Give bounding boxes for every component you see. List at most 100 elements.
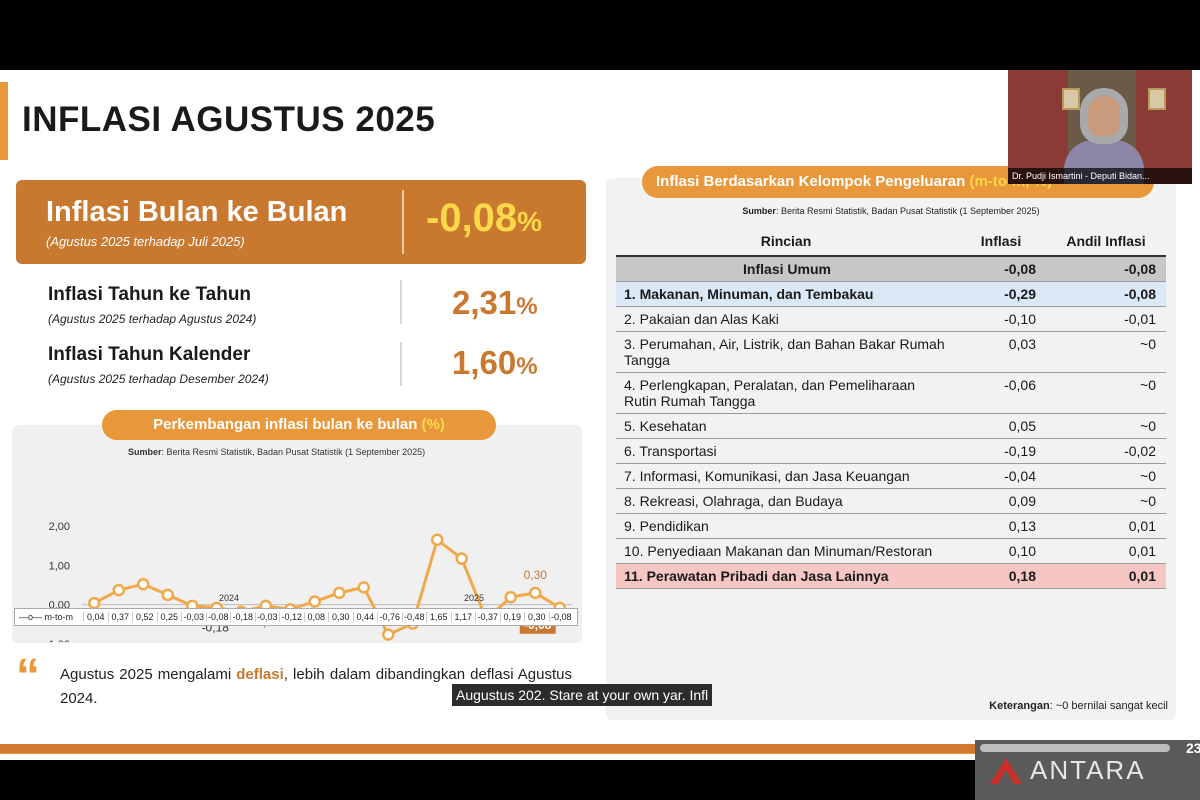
data-label: -0,03 — [181, 612, 206, 622]
ytd-subtitle: (Agustus 2025 terhadap Desember 2024) — [48, 372, 269, 386]
row-name: 2. Pakaian dan Alas Kaki — [616, 306, 956, 332]
ytd-divider — [400, 342, 402, 386]
data-label: -0,12 — [279, 612, 304, 622]
chart-source: Sumber: Berita Resmi Statistik, Badan Pu… — [128, 447, 426, 457]
data-label: 1,17 — [450, 612, 476, 622]
header-andil: Andil Inflasi — [1046, 226, 1166, 257]
speaker-caption: Dr. Pudji Ismartini - Deputi Bidan... — [1008, 168, 1192, 184]
row-andil: 0,01 — [1046, 513, 1166, 539]
data-point — [431, 533, 444, 547]
progress-bar — [980, 744, 1170, 752]
row-andil: 0,01 — [1046, 538, 1166, 564]
data-label: 0,37 — [107, 612, 133, 622]
data-point — [308, 595, 321, 608]
mtm-label: Inflasi Bulan ke Bulan — [46, 196, 348, 228]
table-row: 5. Kesehatan 0,05 ~0 — [616, 413, 1166, 439]
quote-text: Agustus 2025 mengalami deflasi, lebih da… — [60, 666, 572, 707]
row-andil: ~0 — [1046, 463, 1166, 489]
antara-logo-icon — [990, 758, 1022, 784]
data-label: -0,03 — [254, 612, 280, 622]
data-label: -0,08 — [205, 612, 231, 622]
row-inflasi: -0,04 — [956, 463, 1046, 489]
chart-title: Perkembangan inflasi bulan ke bulan (%) — [102, 410, 496, 440]
data-label: 0,04 — [83, 612, 108, 622]
slide-title: INFLASI AGUSTUS 2025 — [22, 100, 436, 139]
mtm-value: -0,08% — [426, 196, 543, 240]
data-label: 0,44 — [352, 612, 378, 622]
table-row: 4. Perlengkapan, Peralatan, dan Pemeliha… — [616, 372, 1166, 414]
row-inflasi: 0,09 — [956, 488, 1046, 514]
row-andil: ~0 — [1046, 331, 1166, 373]
row-andil: -0,08 — [1046, 256, 1166, 282]
row-inflasi: -0,06 — [956, 372, 1046, 414]
yoy-label: Inflasi Tahun ke Tahun — [48, 284, 252, 305]
row-name: 7. Informasi, Komunikasi, dan Jasa Keuan… — [616, 463, 956, 489]
portrait-frame-icon — [1062, 88, 1080, 110]
ytd-value: 1,60% — [452, 344, 538, 381]
row-inflasi: -0,19 — [956, 438, 1046, 464]
row-name: 1. Makanan, Minuman, dan Tembakau — [616, 281, 956, 307]
row-inflasi: 0,03 — [956, 331, 1046, 373]
mtm-subtitle: (Agustus 2025 terhadap Juli 2025) — [46, 234, 245, 249]
expenditure-group-table: Rincian Inflasi Andil Inflasi Inflasi Um… — [616, 226, 1166, 589]
row-name: 6. Transportasi — [616, 438, 956, 464]
data-point — [333, 586, 346, 600]
y-tick-label: -1,00 — [45, 639, 70, 642]
row-name: Inflasi Umum — [616, 256, 956, 282]
row-andil: ~0 — [1046, 413, 1166, 439]
table-row: 8. Rekreasi, Olahraga, dan Budaya 0,09 ~0 — [616, 488, 1166, 514]
callout-label: 0,30 — [524, 568, 548, 582]
table-row-general: Inflasi Umum -0,08 -0,08 — [616, 256, 1166, 282]
y-tick-label: 1,00 — [49, 560, 70, 572]
data-point — [455, 552, 468, 565]
legend-entry: —o— m-to-m — [19, 612, 73, 622]
row-inflasi: -0,08 — [956, 256, 1046, 282]
broadcast-counter: 23 — [1186, 740, 1200, 756]
data-label: -0,18 — [230, 612, 255, 622]
data-label: 0,30 — [524, 612, 549, 622]
row-andil: 0,01 — [1046, 563, 1166, 589]
data-label: 0,08 — [303, 612, 329, 622]
chart-data-row: —o— m-to-m 0,04 0,37 0,52 0,25 -0,03 -0,08 -0,1… — [14, 608, 578, 626]
yoy-subtitle: (Agustus 2025 terhadap Agustus 2024) — [48, 312, 257, 326]
data-point — [357, 581, 370, 594]
table-row: 11. Perawatan Pribadi dan Jasa Lainnya 0,… — [616, 563, 1166, 589]
table-row: 7. Informasi, Komunikasi, dan Jasa Keuan… — [616, 463, 1166, 489]
row-name: 11. Perawatan Pribadi dan Jasa Lainnya — [616, 563, 956, 589]
table-note: Keterangan: ~0 bernilai sangat kecil — [989, 700, 1168, 712]
yoy-value: 2,31% — [452, 284, 538, 321]
row-name: 5. Kesehatan — [616, 413, 956, 439]
portrait-frame-icon — [1148, 88, 1166, 110]
flag-backdrop-left — [1008, 70, 1068, 184]
table-header-row: Rincian Inflasi Andil Inflasi — [616, 226, 1166, 257]
row-andil: ~0 — [1046, 488, 1166, 514]
row-name: 9. Pendidikan — [616, 513, 956, 539]
row-name: 4. Perlengkapan, Peralatan, dan Pemeliha… — [616, 372, 956, 414]
table-row: 3. Perumahan, Air, Listrik, dan Bahan Ba… — [616, 331, 1166, 373]
row-inflasi: -0,10 — [956, 306, 1046, 332]
data-label: -0,48 — [401, 612, 427, 622]
month-to-month-banner: Inflasi Bulan ke Bulan (Agustus 2025 ter… — [16, 180, 586, 264]
data-point — [529, 586, 542, 600]
row-inflasi: 0,18 — [956, 563, 1046, 589]
row-name: 8. Rekreasi, Olahraga, dan Budaya — [616, 488, 956, 514]
table-source: Sumber: Berita Resmi Statistik, Badan Pu… — [742, 206, 1040, 216]
ytd-label: Inflasi Tahun Kalender — [48, 344, 251, 365]
row-inflasi: -0,29 — [956, 281, 1046, 307]
data-label: 0,52 — [132, 612, 157, 622]
data-label: 0,25 — [156, 612, 182, 622]
data-label: -0,37 — [475, 612, 500, 622]
row-andil: -0,02 — [1046, 438, 1166, 464]
broadcast-bar — [0, 744, 975, 753]
title-accent-bar — [0, 82, 8, 160]
row-name: 3. Perumahan, Air, Listrik, dan Bahan Ba… — [616, 331, 956, 373]
header-inflasi: Inflasi — [956, 226, 1046, 257]
row-inflasi: 0,05 — [956, 413, 1046, 439]
broadcast-logo-text: ANTARA — [1030, 755, 1146, 785]
data-point — [161, 588, 174, 602]
mtm-divider — [402, 190, 404, 254]
table-row: 6. Transportasi -0,19 -0,02 — [616, 438, 1166, 464]
data-label: 0,19 — [499, 612, 525, 622]
year-label: 2025 — [464, 593, 485, 603]
data-label: 1,65 — [426, 612, 451, 622]
